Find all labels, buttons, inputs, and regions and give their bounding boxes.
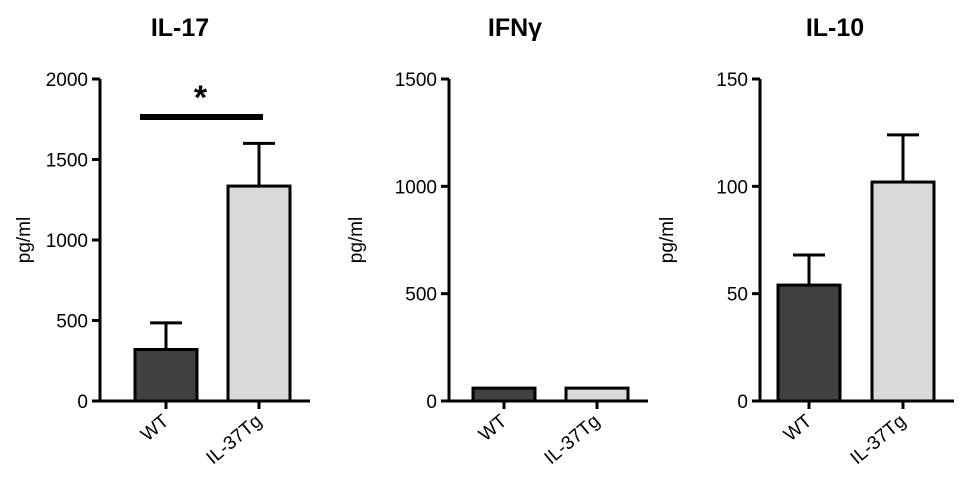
category-label: IL-37Tg [203,411,267,469]
panel-title: IL-10 [806,14,864,42]
plot-area: 0 50 100 150 WT IL-37Tg [716,70,954,469]
plot-area: 0 500 1000 1500 WT IL-37Tg [395,70,648,469]
y-tick-label: 150 [716,70,748,91]
panel-il17: IL-17 pg/ml 0 500 1000 1500 2000 WT IL-37Tg * [14,14,310,469]
y-tick-label: 500 [56,312,88,333]
bar-il-37tg [564,386,630,403]
y-tick-label: 2000 [46,70,88,91]
significance-label: * [194,79,208,117]
bar-wt [776,283,842,403]
category-label: WT [780,410,816,445]
y-tick-label: 0 [737,392,748,413]
bar-il-37tg [226,184,292,403]
panel-title: IFNγ [488,14,542,42]
category-label: IL-37Tg [847,411,911,469]
y-tick-label: 0 [77,392,88,413]
category-label: WT [137,410,173,445]
y-tick-label: 0 [426,392,437,413]
panel-title: IL-17 [151,14,209,42]
y-axis-label: pg/ml [346,217,367,263]
y-tick-label: 1500 [395,70,437,91]
y-tick-label: 1000 [46,231,88,252]
category-label: WT [475,410,511,445]
bar-il-37tg [870,180,936,403]
y-axis-label: pg/ml [14,217,35,263]
category-label: IL-37Tg [541,411,605,469]
panel-il10: IL-10 pg/ml 0 50 100 150 WT IL-37Tg [657,14,954,469]
bar-wt [133,347,199,403]
y-tick-label: 100 [716,177,748,198]
y-tick-label: 1500 [46,151,88,172]
y-tick-label: 50 [727,285,748,306]
panel-ifng: IFNγ pg/ml 0 500 1000 1500 WT IL-37Tg [346,14,648,469]
y-axis-label: pg/ml [657,217,678,263]
bar-wt [471,386,537,403]
y-tick-label: 1000 [395,177,437,198]
y-tick-label: 500 [405,285,437,306]
plot-area: 0 500 1000 1500 2000 WT IL-37Tg * [46,70,310,469]
